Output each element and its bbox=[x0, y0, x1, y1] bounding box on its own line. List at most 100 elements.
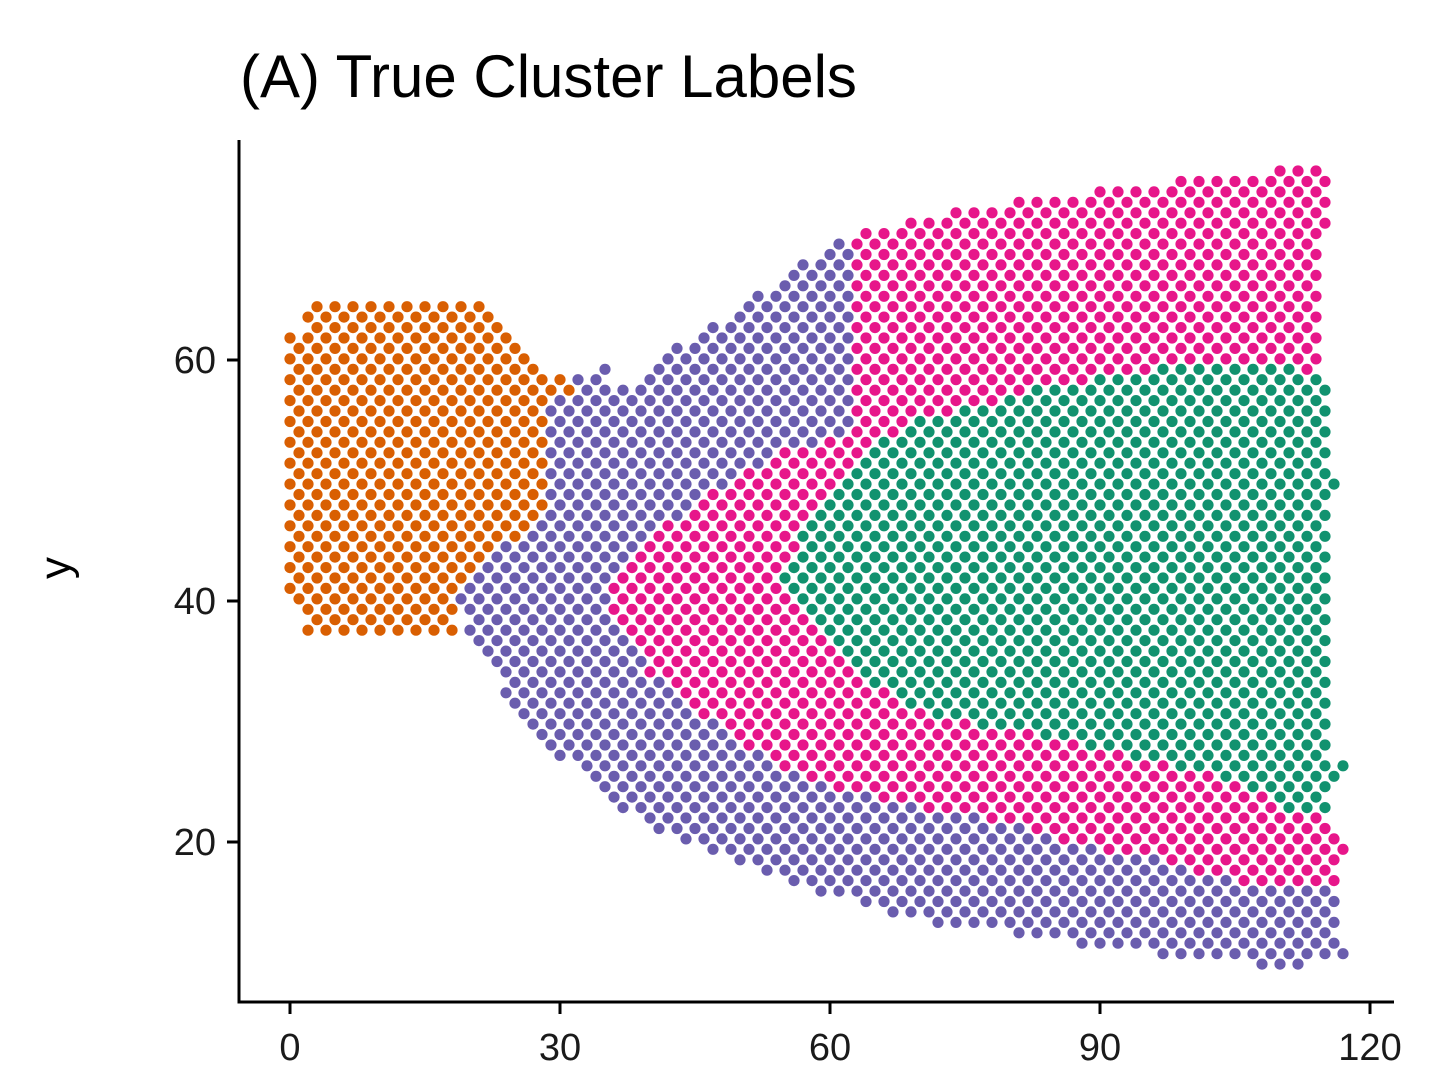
data-point-cluster-1 bbox=[401, 384, 413, 396]
data-point-cluster-2 bbox=[1148, 875, 1160, 887]
data-point-cluster-3 bbox=[1067, 802, 1079, 814]
data-point-cluster-3 bbox=[680, 541, 692, 553]
data-point-cluster-4 bbox=[1040, 728, 1052, 741]
data-point-cluster-3 bbox=[1076, 269, 1088, 281]
data-point-cluster-2 bbox=[671, 739, 683, 751]
data-point-cluster-2 bbox=[788, 353, 800, 365]
data-point-cluster-3 bbox=[932, 791, 944, 803]
data-point-cluster-2 bbox=[644, 770, 656, 782]
data-point-cluster-3 bbox=[1202, 833, 1214, 845]
data-point-cluster-3 bbox=[1004, 812, 1016, 824]
data-point-cluster-4 bbox=[1211, 718, 1223, 730]
data-point-cluster-4 bbox=[959, 530, 971, 542]
data-point-cluster-4 bbox=[923, 655, 935, 668]
data-point-cluster-3 bbox=[941, 405, 953, 417]
data-point-cluster-2 bbox=[554, 415, 566, 428]
data-point-cluster-2 bbox=[590, 624, 602, 636]
data-point-cluster-4 bbox=[914, 541, 926, 553]
data-point-cluster-4 bbox=[1247, 551, 1259, 563]
data-point-cluster-3 bbox=[923, 781, 935, 793]
data-point-cluster-4 bbox=[1256, 582, 1268, 595]
data-point-cluster-4 bbox=[1112, 395, 1124, 407]
data-point-cluster-3 bbox=[1112, 269, 1124, 281]
data-point-cluster-2 bbox=[1292, 937, 1304, 949]
data-point-cluster-3 bbox=[1193, 259, 1205, 271]
data-point-cluster-4 bbox=[1004, 603, 1016, 615]
data-point-cluster-2 bbox=[1175, 906, 1187, 918]
data-point-cluster-4 bbox=[1121, 384, 1133, 396]
data-point-cluster-3 bbox=[1130, 791, 1142, 803]
data-point-cluster-3 bbox=[995, 363, 1007, 375]
data-point-cluster-3 bbox=[1211, 843, 1223, 855]
data-point-cluster-4 bbox=[1319, 405, 1331, 417]
data-point-cluster-4 bbox=[1193, 635, 1205, 647]
data-point-cluster-3 bbox=[878, 708, 890, 720]
data-point-cluster-3 bbox=[626, 624, 638, 636]
data-point-cluster-3 bbox=[824, 770, 836, 782]
data-point-cluster-4 bbox=[932, 541, 944, 553]
data-point-cluster-4 bbox=[1031, 405, 1043, 417]
data-point-cluster-2 bbox=[563, 572, 575, 584]
data-point-cluster-2 bbox=[752, 290, 764, 302]
data-point-cluster-3 bbox=[1256, 332, 1268, 344]
data-point-cluster-2 bbox=[689, 488, 701, 501]
data-point-cluster-3 bbox=[707, 697, 719, 709]
data-point-cluster-3 bbox=[860, 728, 872, 741]
data-point-cluster-1 bbox=[365, 405, 377, 417]
data-point-cluster-3 bbox=[968, 228, 980, 240]
data-point-cluster-4 bbox=[1040, 666, 1052, 678]
data-point-cluster-2 bbox=[527, 697, 539, 709]
data-point-cluster-4 bbox=[1292, 436, 1304, 448]
data-point-cluster-3 bbox=[1220, 332, 1232, 344]
data-point-cluster-3 bbox=[635, 593, 647, 605]
data-point-cluster-1 bbox=[410, 311, 422, 323]
data-point-cluster-2 bbox=[896, 812, 908, 824]
data-point-cluster-4 bbox=[842, 624, 854, 636]
data-point-cluster-1 bbox=[329, 363, 341, 375]
data-point-cluster-1 bbox=[491, 447, 503, 459]
data-point-cluster-1 bbox=[482, 541, 494, 553]
data-point-cluster-3 bbox=[698, 562, 710, 574]
data-point-cluster-2 bbox=[1085, 906, 1097, 918]
data-point-cluster-2 bbox=[617, 509, 629, 521]
data-point-cluster-2 bbox=[725, 822, 737, 835]
data-point-cluster-4 bbox=[1301, 426, 1313, 438]
data-point-cluster-1 bbox=[338, 332, 350, 344]
data-point-cluster-1 bbox=[392, 457, 404, 469]
data-point-cluster-4 bbox=[905, 614, 917, 626]
data-point-cluster-2 bbox=[725, 447, 737, 459]
data-point-cluster-2 bbox=[1292, 895, 1304, 908]
data-point-cluster-2 bbox=[482, 582, 494, 595]
data-point-cluster-3 bbox=[1103, 843, 1115, 855]
data-point-cluster-2 bbox=[725, 781, 737, 793]
data-point-cluster-3 bbox=[779, 593, 791, 605]
data-point-cluster-3 bbox=[1094, 186, 1106, 198]
data-point-cluster-2 bbox=[464, 582, 476, 595]
data-point-cluster-4 bbox=[1247, 697, 1259, 709]
data-point-cluster-4 bbox=[1301, 509, 1313, 521]
data-point-cluster-3 bbox=[1022, 248, 1034, 261]
data-point-cluster-1 bbox=[284, 478, 296, 490]
data-point-cluster-2 bbox=[1022, 895, 1034, 908]
data-point-cluster-4 bbox=[1022, 520, 1034, 532]
data-point-cluster-4 bbox=[1013, 614, 1025, 626]
data-point-cluster-2 bbox=[662, 812, 674, 824]
data-point-cluster-4 bbox=[1076, 520, 1088, 532]
data-point-cluster-2 bbox=[752, 353, 764, 365]
data-point-cluster-4 bbox=[968, 499, 980, 511]
data-point-cluster-3 bbox=[1121, 363, 1133, 375]
data-point-cluster-4 bbox=[1157, 530, 1169, 542]
data-point-cluster-4 bbox=[842, 478, 854, 490]
data-point-cluster-3 bbox=[860, 687, 872, 699]
data-point-cluster-3 bbox=[914, 749, 926, 762]
data-point-cluster-4 bbox=[851, 468, 863, 480]
data-point-cluster-2 bbox=[824, 875, 836, 887]
data-point-cluster-1 bbox=[419, 614, 431, 626]
data-point-cluster-4 bbox=[1121, 635, 1133, 647]
data-point-cluster-2 bbox=[662, 499, 674, 511]
data-point-cluster-2 bbox=[572, 708, 584, 720]
data-point-cluster-2 bbox=[824, 290, 836, 302]
data-point-cluster-4 bbox=[1166, 541, 1178, 553]
data-point-cluster-4 bbox=[1031, 447, 1043, 459]
data-point-cluster-4 bbox=[1220, 749, 1232, 762]
